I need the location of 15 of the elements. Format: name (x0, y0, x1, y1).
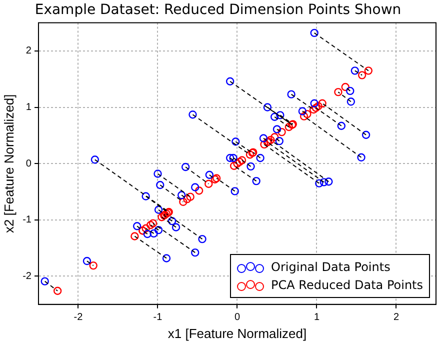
y-tick-label: 1 (26, 102, 32, 114)
y-tick-label: -2 (22, 270, 32, 282)
legend-label: Original Data Points (271, 259, 390, 276)
x-tick-label: 2 (393, 312, 400, 324)
x-tick-label: 1 (314, 312, 320, 324)
x-tick-label: 0 (234, 312, 240, 324)
x-tick-label: -1 (153, 312, 163, 324)
y-tick-label: 2 (26, 46, 32, 57)
y-tick-label: 0 (26, 158, 32, 170)
y-axis-title: x2 [Feature Normalized] (1, 94, 16, 233)
chart-title: Example Dataset: Reduced Dimension Points Shown (34, 2, 402, 18)
x-axis-title: x1 [Feature Normalized] (168, 326, 307, 341)
x-tick-label: -2 (74, 312, 84, 324)
legend-label: PCA Reduced Data Points (271, 277, 423, 294)
y-tick-label: -1 (22, 214, 32, 226)
